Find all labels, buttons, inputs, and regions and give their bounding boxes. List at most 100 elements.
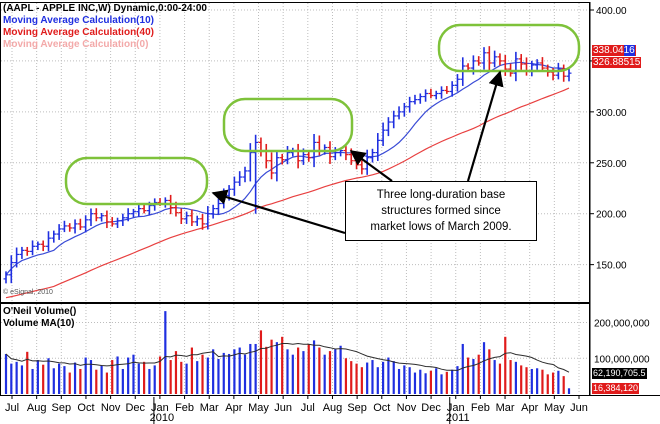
- month-label: Jul: [301, 402, 315, 414]
- price-bar: [513, 51, 519, 82]
- arrow-to-base-2: [349, 150, 393, 182]
- price-bar: [77, 218, 83, 231]
- month-label: Nov: [397, 402, 417, 414]
- price-bar: [51, 230, 57, 243]
- month-label: Apr: [521, 402, 538, 414]
- last-price-suffix: 16: [623, 45, 635, 56]
- price-bar: [72, 219, 78, 234]
- callout-line-2: structures formed since: [381, 205, 501, 217]
- volume-pane-frame: [0, 303, 590, 396]
- price-bar: [375, 133, 381, 161]
- price-bar: [380, 122, 386, 146]
- month-label: Sep: [347, 402, 367, 414]
- price-bar: [93, 208, 99, 222]
- callout-arrows: [211, 70, 504, 235]
- ma40-line: [5, 87, 570, 299]
- arrow-to-base-1: [211, 189, 346, 235]
- price-bar: [141, 203, 147, 214]
- price-bar: [221, 188, 227, 209]
- volume-tick-label: 200,000,000: [594, 319, 650, 330]
- price-bar: [24, 246, 30, 256]
- year-label: 2011: [446, 412, 470, 424]
- month-label: Dec: [125, 402, 145, 414]
- price-bar: [61, 220, 67, 233]
- price-bar: [518, 54, 524, 70]
- price-bar: [285, 146, 290, 165]
- month-label: Aug: [323, 402, 343, 414]
- price-bar: [215, 198, 221, 215]
- volume-ma-label: Volume MA(10): [3, 318, 75, 329]
- ma10-line: [5, 61, 570, 276]
- month-label: Aug: [27, 402, 47, 414]
- price-tick-label: 200.00: [596, 210, 627, 221]
- price-bar: [104, 210, 110, 229]
- price-bar: [40, 240, 46, 252]
- price-bar: [205, 206, 211, 230]
- price-bar: [88, 208, 94, 227]
- price-bar: [115, 217, 121, 229]
- price-bar: [83, 215, 89, 233]
- month-label: Oct: [77, 402, 94, 414]
- price-bar: [566, 69, 572, 82]
- price-bar: [423, 89, 429, 102]
- price-tick-label: 300.00: [596, 108, 627, 119]
- price-bar: [178, 208, 184, 224]
- price-bar: [534, 59, 540, 70]
- price-bar: [561, 64, 567, 82]
- price-bar: [449, 81, 455, 97]
- price-bar: [359, 160, 365, 175]
- price-bar: [539, 57, 545, 72]
- price-bar: [19, 246, 25, 259]
- month-label: Feb: [175, 402, 194, 414]
- price-bar: [253, 134, 259, 214]
- price-bar: [391, 110, 397, 129]
- price-bar: [99, 212, 105, 222]
- pane-frames: [0, 2, 660, 396]
- price-bar: [492, 50, 498, 68]
- volume-ma-tag: 62,190,705.5: [592, 368, 647, 379]
- volume-ma-line: [5, 342, 570, 373]
- price-bar: [524, 57, 530, 76]
- ma40-label: Moving Average Calculation(40): [3, 27, 154, 38]
- price-bar: [247, 143, 253, 182]
- price-bar: [481, 47, 487, 70]
- callout-line-3: market lows of March 2009.: [370, 221, 512, 233]
- ma-faded-label: Moving Average Calculation(0): [3, 39, 149, 50]
- price-bar: [210, 204, 216, 219]
- arrow-to-base-3: [466, 70, 504, 182]
- ma40-price-tag: 326.88515: [592, 57, 642, 68]
- price-bars: [3, 46, 572, 284]
- price-bar: [200, 213, 206, 230]
- price-bar: [189, 209, 195, 227]
- price-bar: [231, 176, 237, 196]
- price-bar: [332, 147, 338, 161]
- price-bar: [306, 151, 312, 162]
- callout-line-1: Three long-duration base: [376, 189, 506, 201]
- price-bar: [385, 117, 391, 137]
- ma10-label: Moving Average Calculation(10): [3, 15, 154, 26]
- price-bar: [476, 56, 482, 66]
- price-bar: [444, 86, 450, 94]
- price-bar: [45, 231, 51, 252]
- price-bar: [433, 90, 439, 100]
- volume-label: O'Neil Volume(): [3, 306, 77, 317]
- price-bar: [242, 166, 248, 183]
- base-structures: [64, 23, 581, 206]
- price-bar: [162, 197, 168, 208]
- volume-ma-path: [5, 342, 570, 373]
- price-bar: [343, 146, 349, 161]
- price-bar: [439, 86, 445, 99]
- price-bar: [417, 93, 423, 104]
- price-bar: [3, 271, 9, 284]
- price-bar: [14, 247, 20, 268]
- month-label: Apr: [225, 402, 242, 414]
- watermark-label: © eSignal, 2010: [3, 289, 53, 296]
- symbol-label: (AAPL - APPLE INC,W) Dynamic,0:00-24:00: [3, 3, 207, 14]
- price-tick-label: 150.00: [596, 261, 627, 272]
- month-label: Nov: [101, 402, 121, 414]
- month-label: Dec: [421, 402, 441, 414]
- month-label: May: [248, 402, 269, 414]
- price-bar: [279, 153, 285, 165]
